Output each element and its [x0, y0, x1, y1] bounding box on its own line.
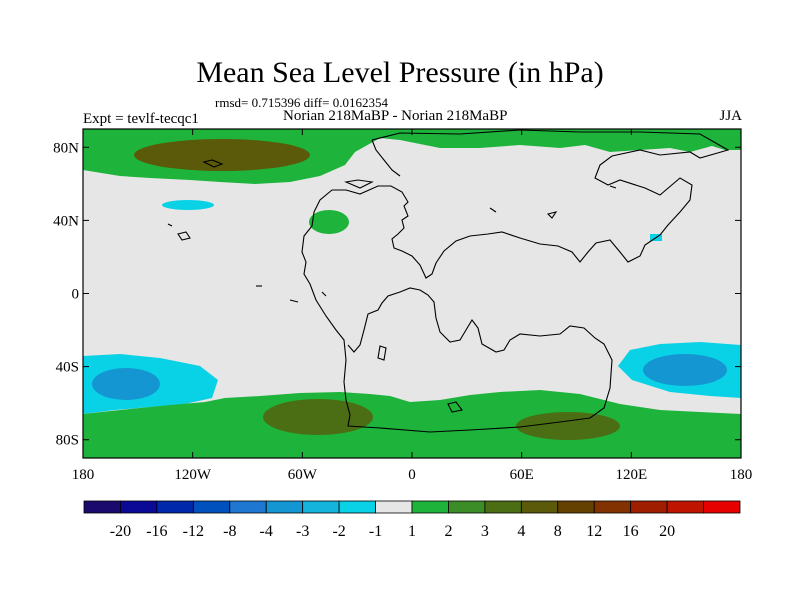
colorbar-label: -20: [110, 523, 131, 540]
colorbar-swatch: [302, 500, 340, 514]
colorbar-label: -2: [332, 523, 345, 540]
field-south-indian-low-core: [643, 354, 727, 386]
y-tick-label: 0: [72, 287, 80, 303]
y-tick-label: 80S: [56, 433, 79, 449]
colorbar-swatch: [666, 500, 704, 514]
colorbar-label: 12: [586, 523, 602, 540]
colorbar-label: 3: [481, 523, 489, 540]
experiment-label: Expt = tevlf-tecqc1: [83, 111, 199, 127]
x-axis: 180 120W 60W 0 60E 120E 180: [72, 129, 753, 483]
x-tick-label: 180: [730, 467, 753, 483]
island-east-3: [489, 207, 497, 213]
colorbar-label: -3: [296, 523, 309, 540]
colorbar-swatch: [338, 500, 376, 514]
colorbar-swatch: [229, 500, 267, 514]
colorbar-label: -1: [369, 523, 382, 540]
colorbar-label: 16: [623, 523, 639, 540]
colorbar-swatch: [83, 500, 121, 514]
colorbar-swatch: [375, 500, 413, 514]
field-southern-band: [83, 390, 741, 458]
colorbar-swatch: [593, 500, 632, 514]
island-east-1: [609, 185, 617, 189]
colorbar-swatch: [557, 500, 595, 514]
y-tick-label: 80N: [53, 140, 79, 156]
chart-title: Mean Sea Level Pressure (in hPa): [196, 56, 604, 89]
x-tick-label: 180: [72, 467, 95, 483]
island-south: [377, 345, 387, 361]
island-pacific-1: [177, 231, 191, 241]
field-north-pacific-low: [162, 200, 214, 210]
island-nw: [344, 179, 374, 189]
island-pacific-2: [167, 223, 173, 227]
colorbar-swatch: [156, 500, 194, 514]
coastline-continent: [301, 129, 730, 433]
x-tick-label: 60E: [510, 467, 534, 483]
island-west-1: [289, 299, 299, 303]
coastline-arctic: [371, 139, 401, 177]
colorbar-swatch: [120, 500, 158, 514]
season-label: JJA: [719, 108, 742, 124]
field-south-pacific-low-core: [92, 368, 160, 400]
period-label: Norian 218MaBP - Norian 218MaBP: [283, 108, 508, 124]
x-tick-label: 60W: [288, 467, 318, 483]
coastlines: [167, 129, 730, 433]
colorbar-swatch: [411, 500, 449, 514]
field-southern-brown-west: [263, 399, 373, 435]
island-east-2: [546, 211, 558, 219]
field-north-pacific-center: [134, 139, 310, 171]
x-tick-label: 120W: [174, 467, 212, 483]
colorbar-swatch: [630, 500, 668, 514]
island-south-2: [447, 401, 463, 413]
island-west-3: [321, 291, 327, 297]
field-north-atlantic-cell: [309, 210, 349, 234]
y-axis: 80N 40N 0 40S 80S: [53, 140, 741, 449]
contour-fields: [83, 129, 741, 458]
colorbar-swatch: [703, 500, 741, 514]
chart-subtitle: rmsd= 0.715396 diff= 0.0162354: [215, 95, 388, 110]
y-tick-label: 40S: [56, 360, 79, 376]
colorbar-swatch: [192, 500, 231, 514]
y-tick-label: 40N: [53, 213, 79, 229]
colorbar: -20 -16 -12 -8 -4 -3 -2 -1 1 2 3 4 8 12 16 20: [83, 500, 741, 540]
x-tick-label: 120E: [615, 467, 647, 483]
colorbar-label: -12: [183, 523, 204, 540]
colorbar-label: 1: [408, 523, 416, 540]
colorbar-label: -16: [146, 523, 167, 540]
colorbar-label: -4: [260, 523, 273, 540]
colorbar-label: 8: [554, 523, 562, 540]
colorbar-label: 20: [659, 523, 675, 540]
colorbar-label: 2: [444, 523, 452, 540]
colorbar-swatch: [520, 500, 559, 514]
colorbar-swatch: [484, 500, 522, 514]
colorbar-swatch: [265, 500, 304, 514]
colorbar-label: 4: [517, 523, 525, 540]
colorbar-label: -8: [223, 523, 236, 540]
field-southern-brown-east: [516, 412, 620, 440]
x-tick-label: 0: [408, 467, 416, 483]
island-north: [202, 159, 224, 168]
colorbar-swatch: [448, 500, 486, 514]
